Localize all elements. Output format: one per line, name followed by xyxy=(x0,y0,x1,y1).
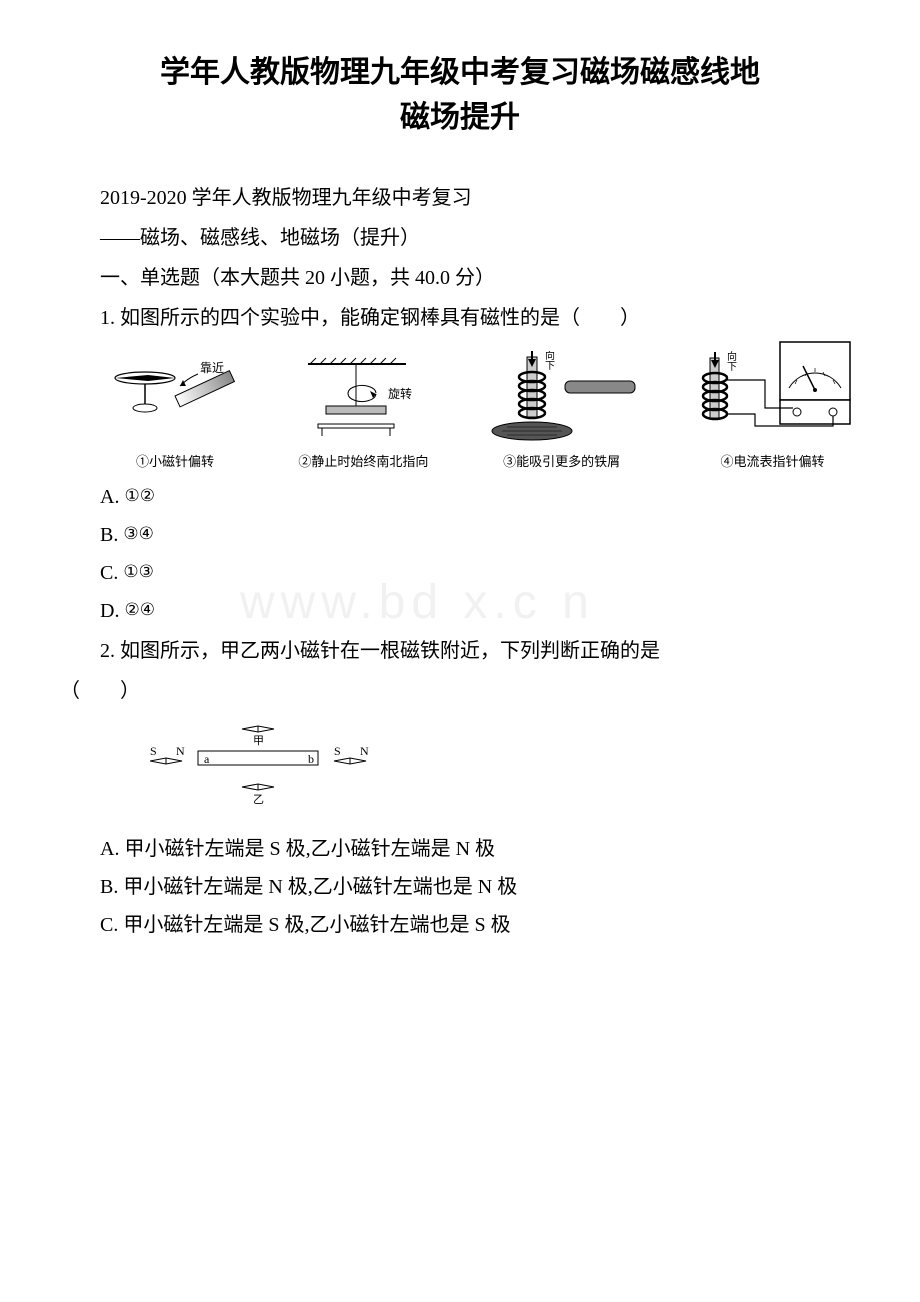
label-yi: 乙 xyxy=(253,793,264,806)
page-title: 学年人教版物理九年级中考复习磁场磁感线地 磁场提升 xyxy=(60,50,860,140)
label-a: a xyxy=(204,752,210,766)
q1-caption-1: ①小磁针偏转 xyxy=(136,450,214,473)
label-jia: 甲 xyxy=(253,735,264,747)
q1-figure-row: 靠近 ①小磁针偏转 旋转 xyxy=(100,356,860,473)
q1-caption-3: ③能吸引更多的铁屑 xyxy=(503,450,620,473)
q1-caption-2: ②静止时始终南北指向 xyxy=(298,450,428,473)
q1-option-c: C. ①③ xyxy=(60,555,860,591)
q1-subfig-4: 向下 ④电流表指针偏转 xyxy=(685,356,860,473)
q1-svg-1: 靠近 xyxy=(100,356,250,446)
q2-stem-line1: 2. 如图所示，甲乙两小磁针在一根磁铁附近，下列判断正确的是 xyxy=(60,633,860,669)
q1-svg-3: 向下 xyxy=(477,351,647,446)
label-s-right: S xyxy=(334,744,341,758)
q1-subfig-1: 靠近 ①小磁针偏转 xyxy=(100,356,250,473)
q2-option-c: C. 甲小磁针左端是 S 极,乙小磁针左端也是 S 极 xyxy=(60,907,860,943)
q2-option-a: A. 甲小磁针左端是 S 极,乙小磁针左端是 N 极 xyxy=(60,831,860,867)
label-n-left: N xyxy=(176,744,185,758)
label-n-right: N xyxy=(360,744,369,758)
q1-subfig-2: 旋转 ②静止时始终南北指向 xyxy=(288,356,438,473)
label-jinjin: 靠近 xyxy=(200,361,224,375)
svg-text:下: 下 xyxy=(545,361,555,372)
q2-stem-line2: （ ） xyxy=(60,673,860,709)
q1-option-d: D. ②④ xyxy=(60,593,860,629)
section-heading: 一、单选题（本大题共 20 小题，共 40.0 分） xyxy=(60,260,860,296)
svg-text:下: 下 xyxy=(727,362,737,373)
q1-subfig-3: 向下 ③能吸引更多的铁屑 xyxy=(477,356,647,473)
q2-svg: 甲 S N a b S N 乙 xyxy=(150,719,410,809)
intro-line-1: 2019-2020 学年人教版物理九年级中考复习 xyxy=(60,180,860,216)
label-xuanzhuan: 旋转 xyxy=(388,386,412,401)
q2-option-b: B. 甲小磁针左端是 N 极,乙小磁针左端也是 N 极 xyxy=(60,869,860,905)
label-s-left: S xyxy=(150,744,157,758)
q1-svg-4: 向下 xyxy=(685,336,860,446)
title-line-2: 磁场提升 xyxy=(400,101,520,134)
q2-figure: 甲 S N a b S N 乙 xyxy=(150,719,860,821)
title-line-1: 学年人教版物理九年级中考复习磁场磁感线地 xyxy=(160,56,760,89)
q1-option-b: B. ③④ xyxy=(60,517,860,553)
q1-caption-4: ④电流表指针偏转 xyxy=(720,450,824,473)
q1-stem: 1. 如图所示的四个实验中，能确定钢棒具有磁性的是（ ） xyxy=(60,300,860,336)
intro-line-2: ——磁场、磁感线、地磁场（提升） xyxy=(60,220,860,256)
q1-svg-2: 旋转 xyxy=(288,356,438,446)
q1-option-a: A. ①② xyxy=(60,479,860,515)
label-b: b xyxy=(308,752,314,766)
